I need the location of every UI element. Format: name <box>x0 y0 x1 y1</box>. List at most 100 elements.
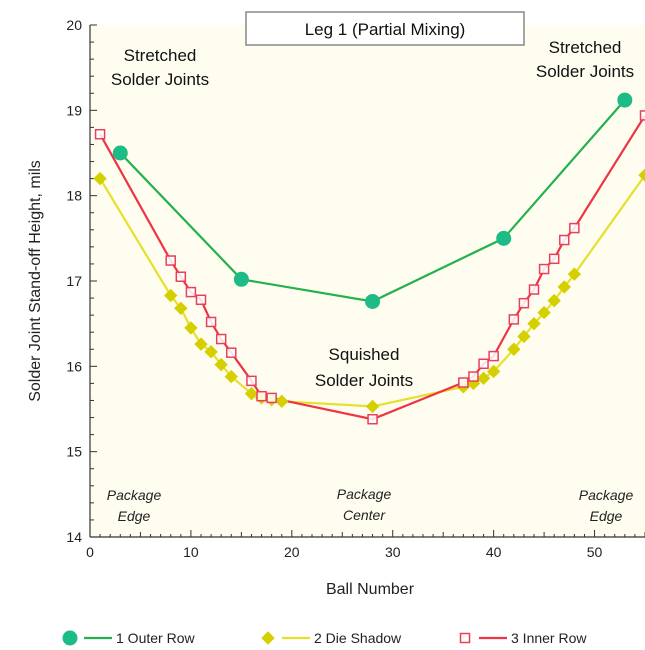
data-point <box>214 357 228 372</box>
x-tick-label: 20 <box>284 544 300 560</box>
data-point <box>185 286 197 298</box>
series-2-markers <box>93 168 645 414</box>
data-point <box>548 253 560 265</box>
data-point <box>246 375 257 387</box>
annotation-bottom-right: Package Edge <box>579 487 634 524</box>
data-point <box>567 267 582 281</box>
data-point <box>468 371 479 382</box>
data-point <box>195 294 207 306</box>
annotation-line: Package <box>337 486 392 502</box>
data-point <box>365 293 381 309</box>
data-point <box>224 369 238 384</box>
data-point <box>256 390 267 402</box>
legend: 1 Outer Row 2 Die Shadow 3 Inner Row <box>62 630 587 646</box>
legend-label: 2 Die Shadow <box>314 630 402 646</box>
data-point <box>365 399 380 414</box>
data-point <box>184 321 198 335</box>
data-point <box>559 234 570 246</box>
annotation-line: Squished <box>329 345 400 364</box>
chart-title-box: Leg 1 (Partial Mixing) <box>245 11 525 46</box>
annotation-line: Edge <box>118 508 151 524</box>
data-point <box>538 263 550 275</box>
x-axis-title: Ball Number <box>326 581 415 598</box>
y-tick-label: 18 <box>66 188 82 204</box>
data-point <box>486 364 501 379</box>
data-point <box>638 168 645 182</box>
annotation-bottom-left: Package Edge <box>107 487 162 524</box>
axes: 14 15 16 17 18 19 20 0 10 20 30 40 50 <box>66 17 645 560</box>
data-point <box>233 271 249 287</box>
legend-item-3: 3 Inner Row <box>459 630 587 646</box>
annotation-line: Stretched <box>124 46 197 65</box>
annotation-line: Solder Joints <box>315 371 413 390</box>
annotation-line: Stretched <box>549 38 622 57</box>
series-3-markers <box>94 110 645 425</box>
data-point <box>194 337 208 351</box>
legend-marker <box>62 630 78 646</box>
data-point <box>174 301 188 316</box>
data-point <box>458 377 469 388</box>
data-point <box>478 358 489 370</box>
legend-marker <box>261 631 275 645</box>
data-point <box>557 280 571 294</box>
data-point <box>518 297 530 309</box>
data-point <box>496 230 512 246</box>
data-point <box>517 329 531 344</box>
data-point <box>244 386 259 401</box>
data-point <box>226 347 237 358</box>
chart-title: Leg 1 (Partial Mixing) <box>305 20 466 39</box>
data-point <box>547 293 561 308</box>
data-point <box>488 350 499 362</box>
y-axis-title: Solder Joint Stand-off Height, mils <box>27 160 44 402</box>
annotation-line: Solder Joints <box>536 62 634 81</box>
data-point <box>476 371 491 385</box>
annotations: Stretched Solder Joints Stretched Solder Jo… <box>107 38 634 524</box>
x-tick-label: 10 <box>183 544 199 560</box>
data-point <box>204 345 218 359</box>
data-point <box>569 222 580 234</box>
annotation-center: Squished Solder Joints <box>315 345 413 390</box>
y-tick-label: 16 <box>66 358 82 374</box>
data-point <box>537 305 551 320</box>
annotation-bottom-center: Package Center <box>337 486 392 523</box>
data-point <box>528 284 540 295</box>
annotation-line: Center <box>343 507 386 523</box>
data-point <box>508 314 520 325</box>
y-tick-label: 15 <box>66 444 82 460</box>
data-point <box>367 413 378 425</box>
data-point <box>175 271 187 282</box>
legend-label: 1 Outer Row <box>116 630 195 646</box>
y-tick-label: 14 <box>66 529 82 545</box>
y-tick-label: 20 <box>66 17 82 33</box>
legend-item-1: 1 Outer Row <box>62 630 195 646</box>
data-point <box>507 342 521 356</box>
data-point <box>94 128 106 140</box>
annotation-line: Package <box>107 487 162 503</box>
annotation-top-right: Stretched Solder Joints <box>536 38 634 81</box>
plot-area <box>90 25 645 537</box>
y-tick-label: 19 <box>66 102 82 118</box>
data-point <box>164 288 178 303</box>
x-tick-label: 40 <box>486 544 502 560</box>
x-tick-label: 0 <box>86 544 94 560</box>
y-tick-label: 17 <box>66 273 82 289</box>
data-point <box>93 171 107 186</box>
data-point <box>112 145 128 161</box>
x-tick-label: 50 <box>587 544 603 560</box>
x-tick-label: 30 <box>385 544 401 560</box>
data-point <box>266 392 277 404</box>
data-point <box>205 316 217 328</box>
data-point <box>215 333 227 345</box>
data-point <box>527 316 541 331</box>
legend-marker <box>459 632 471 644</box>
data-point <box>617 92 633 108</box>
data-point <box>165 255 176 266</box>
legend-item-2: 2 Die Shadow <box>261 630 402 646</box>
series-1-markers <box>112 92 633 309</box>
series-layer <box>93 92 645 425</box>
annotation-line: Package <box>579 487 634 503</box>
legend-label: 3 Inner Row <box>511 630 587 646</box>
annotation-top-left: Stretched Solder Joints <box>111 46 209 89</box>
data-point <box>639 110 645 121</box>
